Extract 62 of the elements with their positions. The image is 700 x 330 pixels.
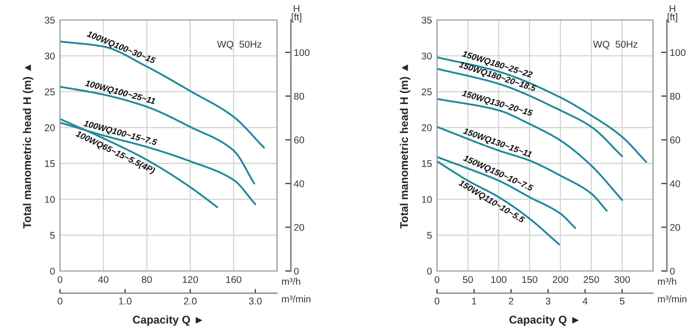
y2-tick-label: 0 [294,268,299,275]
y2-tick-label: 20 [294,224,304,231]
x-tick-label: 200 [552,276,568,283]
y-tick-label: 10 [45,196,55,203]
y-tick-label: 20 [44,124,55,132]
y-tick-label: 0 [50,268,55,275]
annotation: WQ 50Hz [593,40,638,50]
x2-tick-label: 3.0 [248,298,262,305]
x-tick-label: 0 [58,276,62,283]
x2-axis-title: m³/min [658,295,686,302]
y-tick-label: 0 [427,268,432,275]
y-tick-label: 30 [422,52,432,60]
y2-tick-label: 100 [294,49,310,56]
y-tick-label: 35 [422,16,432,24]
x2-tick-label: 5 [620,298,624,305]
y2-axis-title: H [ft] [292,5,302,22]
y2-tick-label: 80 [670,92,680,100]
x2-tick-label: 2.0 [184,298,197,305]
y-tick-label: 25 [422,88,432,96]
x-tick-label: 80 [142,276,152,283]
y-tick-label: 20 [422,124,432,132]
x2-tick-label: 1.0 [119,298,132,305]
y2-tick-label: 100 [670,49,686,56]
x2-tick-label: 0 [434,298,440,305]
y-tick-label: 5 [427,232,432,239]
x2-tick-label: 3 [546,298,550,305]
annotation: WQ 50Hz [217,40,262,50]
x-tick-label: 40 [98,276,108,283]
x-axis-title: Capacity Q ► [509,315,579,326]
x-tick-label: 250 [584,276,600,283]
y2-tick-label: 40 [294,180,304,188]
x-tick-label: 50 [462,276,473,283]
x-tick-label: 100 [491,276,506,283]
x-axis-title: Capacity Q ► [132,315,202,326]
y-tick-label: 5 [50,232,55,239]
text: m³/h [658,278,676,285]
y-tick-label: 15 [422,160,432,168]
x2-axis-title: m³/min [282,295,310,302]
y-axis-title: Total manometric head H (m) ▲ [22,64,34,229]
x2-tick-label: 2 [508,298,514,304]
y-tick-label: 15 [45,160,55,168]
x2-tick-label: 4 [582,298,588,304]
y-tick-label: 25 [44,88,55,96]
y2-axis-title: H [ft] [668,5,678,22]
x2-tick-label: 1 [472,298,476,304]
y2-tick-label: 60 [294,136,304,144]
y2-tick-label: 60 [670,136,680,144]
y-tick-label: 35 [44,16,55,24]
x-tick-label: 0 [434,276,440,283]
y-axis-title: Total manometric head H (m) ▲ [400,64,410,229]
y-tick-label: 10 [422,196,432,203]
x-tick-label: 120 [182,276,198,283]
y2-tick-label: 20 [670,224,680,231]
x-tick-label: 150 [522,276,538,283]
y2-tick-label: 40 [670,180,680,188]
y2-tick-label: 80 [294,92,304,100]
y2-tick-label: 0 [670,268,675,275]
y-tick-label: 30 [44,52,55,60]
x2-tick-label: 0 [58,298,62,305]
x-tick-label: 300 [614,276,630,283]
x-tick-label: 160 [226,276,242,283]
text: m³/h [282,278,300,285]
